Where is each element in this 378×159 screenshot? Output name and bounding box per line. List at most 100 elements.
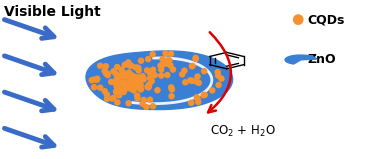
Point: [144, 86, 150, 88]
Point: [134, 94, 140, 97]
Point: [115, 74, 121, 77]
Point: [124, 73, 130, 76]
Point: [131, 83, 137, 86]
Point: [146, 86, 152, 89]
Point: [123, 74, 129, 77]
Point: [132, 84, 138, 86]
Point: [119, 70, 125, 73]
Point: [105, 73, 111, 75]
Point: [114, 91, 120, 93]
FancyArrowPatch shape: [208, 32, 231, 112]
Point: [215, 71, 221, 73]
Point: [94, 78, 100, 81]
Point: [121, 76, 127, 78]
Point: [105, 74, 111, 76]
Point: [129, 83, 135, 86]
Point: [133, 81, 139, 83]
Point: [103, 65, 109, 67]
Point: [218, 77, 225, 80]
Point: [113, 73, 119, 75]
Point: [104, 98, 110, 100]
Point: [103, 72, 109, 75]
Point: [146, 83, 152, 86]
Point: [139, 75, 146, 78]
Point: [139, 102, 146, 105]
Point: [209, 89, 215, 92]
Point: [158, 64, 164, 67]
Point: [97, 65, 103, 67]
Point: [136, 69, 142, 72]
Point: [135, 84, 141, 87]
Point: [189, 80, 195, 82]
Point: [136, 81, 143, 83]
Text: ZnO: ZnO: [308, 53, 336, 66]
Point: [141, 99, 147, 101]
Point: [138, 84, 144, 86]
Point: [89, 79, 95, 81]
Text: CQDs: CQDs: [308, 13, 345, 26]
Point: [295, 18, 301, 21]
Point: [135, 97, 141, 99]
Point: [124, 82, 130, 85]
Point: [152, 74, 158, 76]
Point: [113, 82, 119, 84]
Point: [155, 89, 161, 91]
Point: [135, 76, 141, 79]
Point: [133, 66, 139, 69]
Point: [104, 93, 110, 96]
Point: [125, 61, 132, 64]
Point: [110, 97, 116, 99]
Point: [131, 89, 137, 92]
Point: [119, 82, 125, 85]
Point: [164, 74, 170, 76]
Point: [135, 66, 141, 69]
Point: [144, 69, 150, 72]
Point: [137, 88, 143, 91]
Point: [164, 62, 170, 65]
Point: [115, 87, 121, 90]
Point: [121, 82, 127, 84]
Point: [132, 83, 138, 86]
Point: [113, 91, 119, 94]
Point: [201, 94, 207, 97]
Point: [188, 101, 194, 104]
Point: [160, 58, 166, 61]
Point: [115, 83, 121, 85]
Point: [193, 58, 199, 60]
Point: [135, 82, 141, 84]
Point: [126, 77, 132, 80]
Point: [147, 98, 153, 101]
Polygon shape: [86, 51, 232, 110]
Point: [134, 80, 140, 82]
Point: [122, 83, 128, 86]
Point: [135, 81, 141, 84]
Point: [195, 98, 201, 101]
Point: [201, 70, 207, 73]
Point: [143, 106, 149, 108]
Point: [163, 52, 169, 55]
Point: [102, 69, 108, 72]
Point: [129, 74, 135, 76]
Point: [169, 95, 175, 97]
Point: [179, 73, 185, 76]
Point: [181, 69, 187, 72]
Point: [109, 97, 115, 100]
Point: [158, 68, 164, 71]
Point: [113, 78, 119, 80]
Point: [149, 80, 155, 82]
Point: [202, 93, 208, 96]
Point: [119, 88, 125, 90]
Point: [182, 81, 188, 84]
Point: [215, 84, 222, 86]
Point: [146, 85, 152, 87]
Point: [145, 58, 151, 60]
Point: [130, 82, 136, 84]
Point: [135, 81, 141, 84]
Point: [114, 85, 120, 88]
Point: [147, 76, 153, 79]
Point: [166, 59, 172, 62]
Point: [129, 86, 135, 89]
Point: [134, 76, 140, 79]
Point: [136, 77, 143, 80]
Point: [215, 74, 221, 77]
